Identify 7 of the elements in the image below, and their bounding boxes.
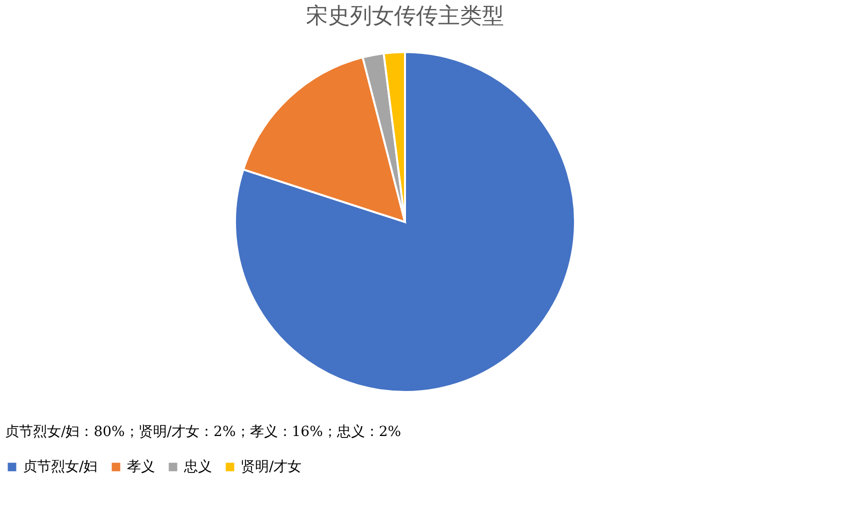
chart-title: 宋史列女传传主类型 [306, 4, 504, 29]
legend-label: 忠义 [183, 459, 212, 475]
legend-label: 孝义 [127, 459, 155, 475]
legend-label: 贤明/才女 [241, 459, 302, 475]
text: 贞节烈女/妇：80%；贤明/才女：2%；孝义：16%；忠义：2% [5, 424, 402, 440]
legend-label: 贞节烈女/妇 [23, 459, 98, 475]
pie-slice [234, 51, 576, 393]
